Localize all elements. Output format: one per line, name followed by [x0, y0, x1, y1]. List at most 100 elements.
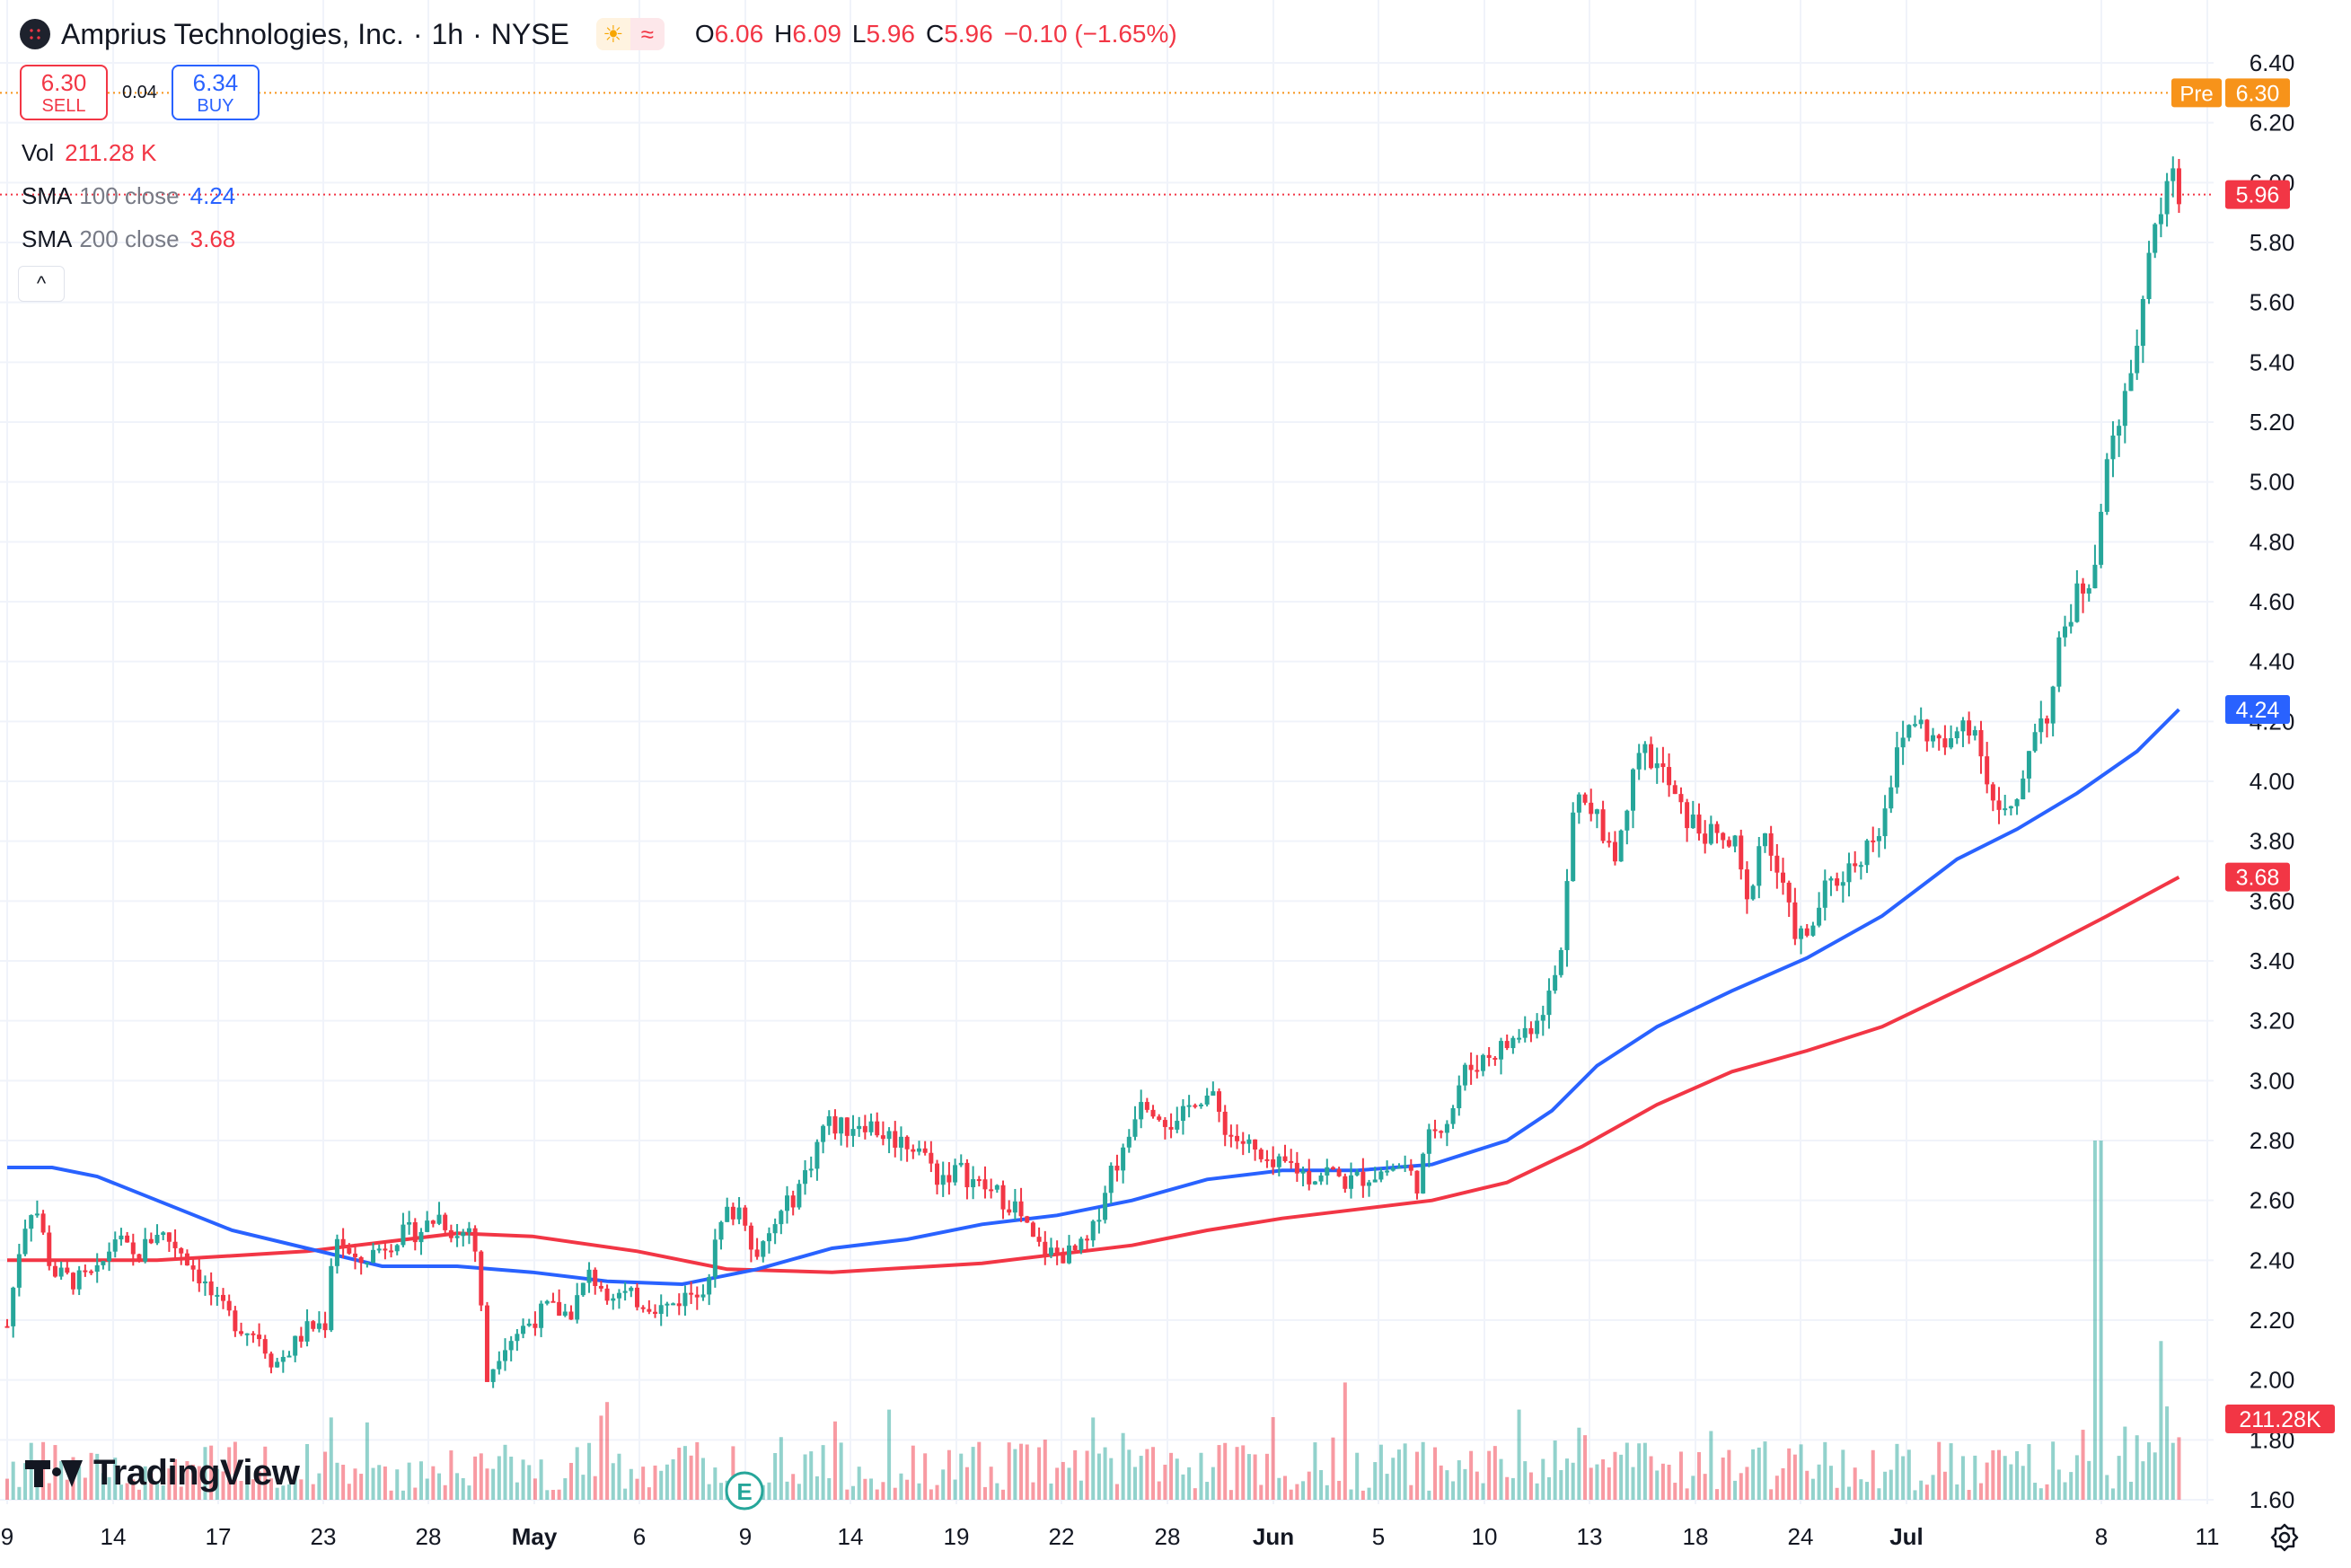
candle-body — [1043, 1241, 1048, 1255]
volume-bar — [1667, 1465, 1671, 1500]
volume-bar — [2021, 1466, 2025, 1500]
volume-bar — [1973, 1455, 1977, 1500]
candle-body — [143, 1238, 148, 1262]
volume-bar — [1289, 1489, 1293, 1500]
candle-body — [1390, 1167, 1396, 1171]
wave-icon[interactable]: ≈ — [630, 18, 665, 50]
symbol-name[interactable]: Amprius Technologies, Inc. — [61, 17, 404, 50]
earnings-icon[interactable]: E — [725, 1471, 764, 1511]
price-tick-label: 5.40 — [2250, 348, 2295, 375]
volume-bar — [677, 1448, 682, 1500]
market-status-badges[interactable]: ☀ ≈ — [595, 18, 665, 50]
volume-bar — [659, 1470, 664, 1500]
buy-button[interactable]: 6.34 BUY — [171, 65, 260, 120]
candle-body — [616, 1292, 621, 1299]
volume-bar — [533, 1478, 537, 1500]
volume-legend[interactable]: Vol 211.28 K — [22, 135, 156, 171]
candle-body — [1739, 835, 1744, 870]
candle-body — [221, 1294, 226, 1301]
candle-body — [515, 1334, 520, 1342]
candle-body — [1757, 846, 1762, 886]
candle-body — [1175, 1121, 1180, 1130]
volume-bar — [1649, 1456, 1653, 1500]
volume-bar — [1349, 1489, 1353, 1500]
candle-body — [1403, 1165, 1408, 1167]
volume-bar — [2027, 1444, 2031, 1500]
candle-body — [868, 1121, 874, 1132]
interval-label[interactable]: 1h — [431, 17, 464, 50]
candle-body — [1540, 1015, 1545, 1021]
candle-body — [1924, 719, 1930, 742]
time-tick-label: 28 — [1155, 1523, 1181, 1550]
volume-bar — [1313, 1442, 1317, 1500]
volume-tag-bg — [2225, 1405, 2335, 1433]
volume-bar — [1396, 1449, 1401, 1500]
volume-bar — [2045, 1484, 2049, 1500]
candle-body — [1264, 1158, 1270, 1161]
chevron-up-icon[interactable]: ^ — [18, 266, 65, 302]
volume-bar — [982, 1486, 987, 1500]
candle-body — [1612, 841, 1617, 862]
last-price-tag-bg — [2225, 180, 2290, 209]
candle-body — [1103, 1193, 1108, 1220]
volume-bar — [2003, 1456, 2007, 1500]
candle-body — [916, 1148, 921, 1152]
volume-bar — [809, 1451, 814, 1500]
sell-button[interactable]: 6.30 SELL — [20, 65, 108, 120]
candle-body — [1396, 1167, 1402, 1169]
price-axis[interactable]: 1.601.802.002.202.402.602.803.003.203.40… — [2250, 49, 2295, 1513]
sma-200-legend[interactable]: SMA 200 close 3.68 — [22, 221, 235, 257]
price-tick-label: 3.80 — [2250, 828, 2295, 855]
candle-body — [407, 1222, 412, 1225]
settings-icon[interactable] — [2268, 1521, 2301, 1554]
volume-bar — [1613, 1451, 1617, 1500]
volume-bar — [1559, 1469, 1563, 1500]
time-axis[interactable]: 9 14 17 23 28 May 6 9 14 19 22 28 Jun 5 10 13 18 24 Jul 8 11 — [1, 1523, 2220, 1550]
volume-bar — [2092, 1141, 2097, 1500]
volume-bar — [587, 1442, 592, 1500]
volume-bar — [293, 1476, 297, 1500]
candle-body — [1378, 1171, 1384, 1180]
candle-body — [2146, 252, 2152, 300]
volume-bar — [1091, 1417, 1096, 1500]
price-tick-label: 4.40 — [2250, 648, 2295, 675]
volume-bar — [1739, 1473, 1743, 1500]
candle-body — [394, 1245, 400, 1252]
candle-body — [490, 1369, 496, 1382]
candle-body — [148, 1238, 154, 1244]
candle-body — [1276, 1156, 1281, 1167]
candle-body — [898, 1136, 903, 1148]
candle-body — [1546, 991, 1552, 1016]
sun-icon[interactable]: ☀ — [595, 18, 630, 50]
candle-body — [730, 1206, 735, 1220]
buy-price: 6.34 — [192, 69, 239, 96]
candle-body — [1475, 1070, 1480, 1072]
open-label: O — [694, 20, 715, 48]
candle-body — [1492, 1057, 1498, 1060]
volume-bar — [1181, 1474, 1185, 1500]
candle-body — [2068, 621, 2074, 627]
volume-bar — [2105, 1475, 2109, 1500]
volume-bar — [832, 1421, 837, 1500]
volume-bar — [5, 1478, 9, 1500]
candle-body — [1193, 1105, 1198, 1107]
price-tick-label: 5.20 — [2250, 409, 2295, 436]
volume-bar — [497, 1456, 501, 1500]
price-tick-label: 5.60 — [2250, 289, 2295, 316]
close-label: C — [925, 20, 945, 48]
tradingview-logo: TradingView — [25, 1448, 300, 1498]
candle-body — [371, 1249, 376, 1263]
candle-body — [2086, 588, 2091, 594]
volume-bar — [1859, 1479, 1863, 1500]
volume-bar — [1528, 1472, 1533, 1500]
volume-bar — [593, 1476, 597, 1500]
sma-100-legend[interactable]: SMA 100 close 4.24 — [22, 178, 235, 214]
time-tick-label: 5 — [1372, 1523, 1385, 1550]
candle-body — [736, 1207, 742, 1220]
volume-bar — [1942, 1471, 1947, 1500]
candle-body — [1871, 840, 1876, 842]
candle-body — [52, 1265, 57, 1277]
candle-body — [1282, 1156, 1288, 1161]
collapse-legend-glyph: ^ — [36, 272, 47, 295]
